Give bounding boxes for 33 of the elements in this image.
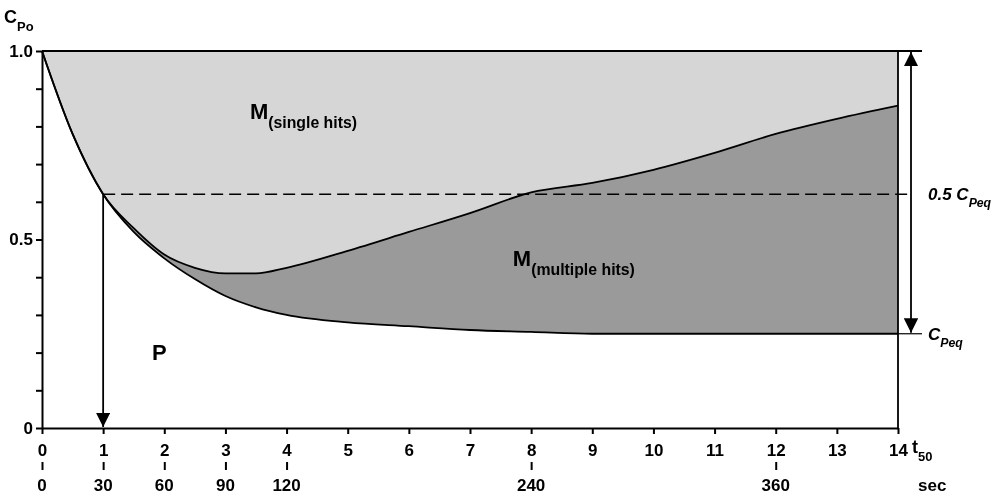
- x-tick-label: 11: [706, 440, 725, 460]
- x-tick-label: 0: [37, 440, 48, 460]
- ref-line-label: C$_{Peq}$: [928, 324, 964, 350]
- y-tick-label: 0.5: [9, 230, 33, 250]
- x2-tick-label: 0: [37, 476, 47, 495]
- x-tick-label: 6: [404, 440, 415, 460]
- x2-axis-title: sec: [918, 476, 947, 495]
- x-tick-label: 9: [588, 440, 598, 460]
- y-axis-title: C$_{Po}$: [4, 7, 34, 34]
- x-tick-label: 7: [465, 440, 476, 460]
- x2-tick-label: 30: [93, 476, 113, 495]
- x2-tick-label: 90: [215, 476, 235, 495]
- x-tick-label: 14: [889, 440, 909, 460]
- y-tick-label: 1.0: [9, 41, 33, 61]
- x-tick-label: 5: [343, 440, 353, 460]
- x-tick-label: 2: [160, 440, 170, 460]
- x-tick-label: 12: [766, 440, 786, 460]
- y-tick-label: 0: [23, 418, 33, 438]
- series-label: M$_{(single hits)}$: [249, 98, 358, 131]
- x-tick-label: 13: [827, 440, 847, 460]
- x2-tick-label: 360: [761, 476, 790, 495]
- ref-line-label: 0.5 C$_{Peq}$: [928, 185, 992, 211]
- x-axis-title: t$_{50}$: [912, 437, 933, 464]
- x2-tick-label: 240: [516, 476, 546, 495]
- series-label: M$_{(multiple hits)}$: [512, 245, 635, 278]
- x-tick-label: 10: [644, 440, 664, 460]
- series-label: P: [152, 340, 167, 366]
- x2-tick-label: 120: [272, 476, 301, 495]
- x-tick-label: 8: [526, 440, 537, 460]
- x2-tick-label: 60: [154, 476, 174, 495]
- x-tick-label: 4: [282, 440, 293, 460]
- x-tick-label: 3: [221, 440, 231, 460]
- x-tick-label: 1: [98, 440, 109, 460]
